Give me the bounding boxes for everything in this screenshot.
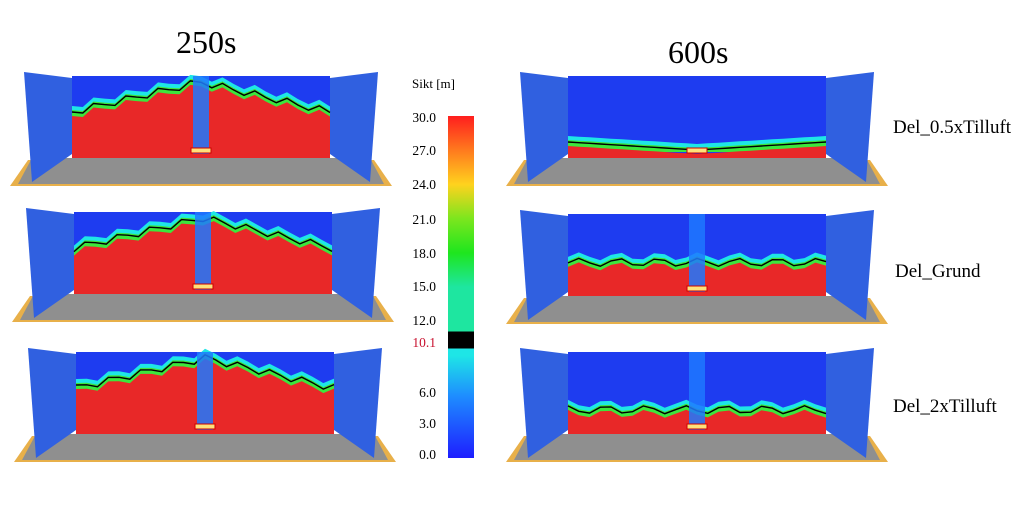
right-wall (330, 72, 378, 182)
floor (20, 294, 386, 320)
colorbar-tick: 6.0 (419, 385, 436, 400)
column-title-250s: 250s (176, 24, 237, 60)
fire-source (686, 147, 708, 154)
right-wall (334, 348, 382, 458)
panel-250s-double-supply (14, 346, 396, 466)
colorbar-title: Sikt [m] (412, 76, 455, 91)
right-wall (826, 72, 874, 182)
colorbar-tick-highlight: 10.1 (412, 335, 436, 350)
colorbar-tick: 27.0 (412, 143, 436, 158)
colorbar-tick: 21.0 (412, 212, 436, 227)
panel-600s-base (506, 208, 888, 328)
fire-plume (197, 352, 213, 430)
panel-600s-half-supply (506, 70, 888, 190)
panel-250s-base (12, 206, 394, 326)
colorbar-tick: 15.0 (412, 279, 436, 294)
colorbar-tick: 3.0 (419, 416, 436, 431)
row-label-base: Del_Grund (895, 261, 981, 282)
fire-source (190, 147, 212, 154)
colorbar-tick: 18.0 (412, 246, 436, 261)
smoke-band (568, 140, 826, 152)
fire-source (194, 423, 216, 430)
left-wall (520, 348, 568, 458)
row-label-double-supply: Del_2xTilluft (893, 396, 997, 417)
floor (514, 434, 880, 460)
left-wall (26, 208, 74, 318)
colorbar-tick: 30.0 (412, 110, 436, 125)
right-wall (826, 210, 874, 320)
smoke-core (568, 146, 826, 158)
panel-250s-half-supply (10, 70, 392, 190)
floor (22, 434, 388, 460)
panel-600s-double-supply (506, 346, 888, 466)
fire-plume (195, 212, 211, 290)
fire-source (192, 283, 214, 290)
fire-plume (193, 76, 209, 154)
colorbar-tick: 0.0 (419, 447, 436, 462)
visibility-colorbar (448, 116, 474, 458)
fire-source (686, 423, 708, 430)
right-wall (332, 208, 380, 318)
floor (514, 158, 880, 184)
left-wall (28, 348, 76, 458)
left-wall (520, 72, 568, 182)
floor (18, 158, 384, 184)
colorbar-tick: 24.0 (412, 177, 436, 192)
column-title-600s: 600s (668, 34, 729, 70)
fire-plume (689, 352, 705, 430)
row-label-half-supply: Del_0.5xTilluft (893, 117, 1012, 138)
left-wall (24, 72, 72, 182)
colorbar-tick: 12.0 (412, 313, 436, 328)
left-wall (520, 210, 568, 320)
fire-plume (689, 214, 705, 292)
floor (514, 296, 880, 322)
right-wall (826, 348, 874, 458)
fire-source (686, 285, 708, 292)
